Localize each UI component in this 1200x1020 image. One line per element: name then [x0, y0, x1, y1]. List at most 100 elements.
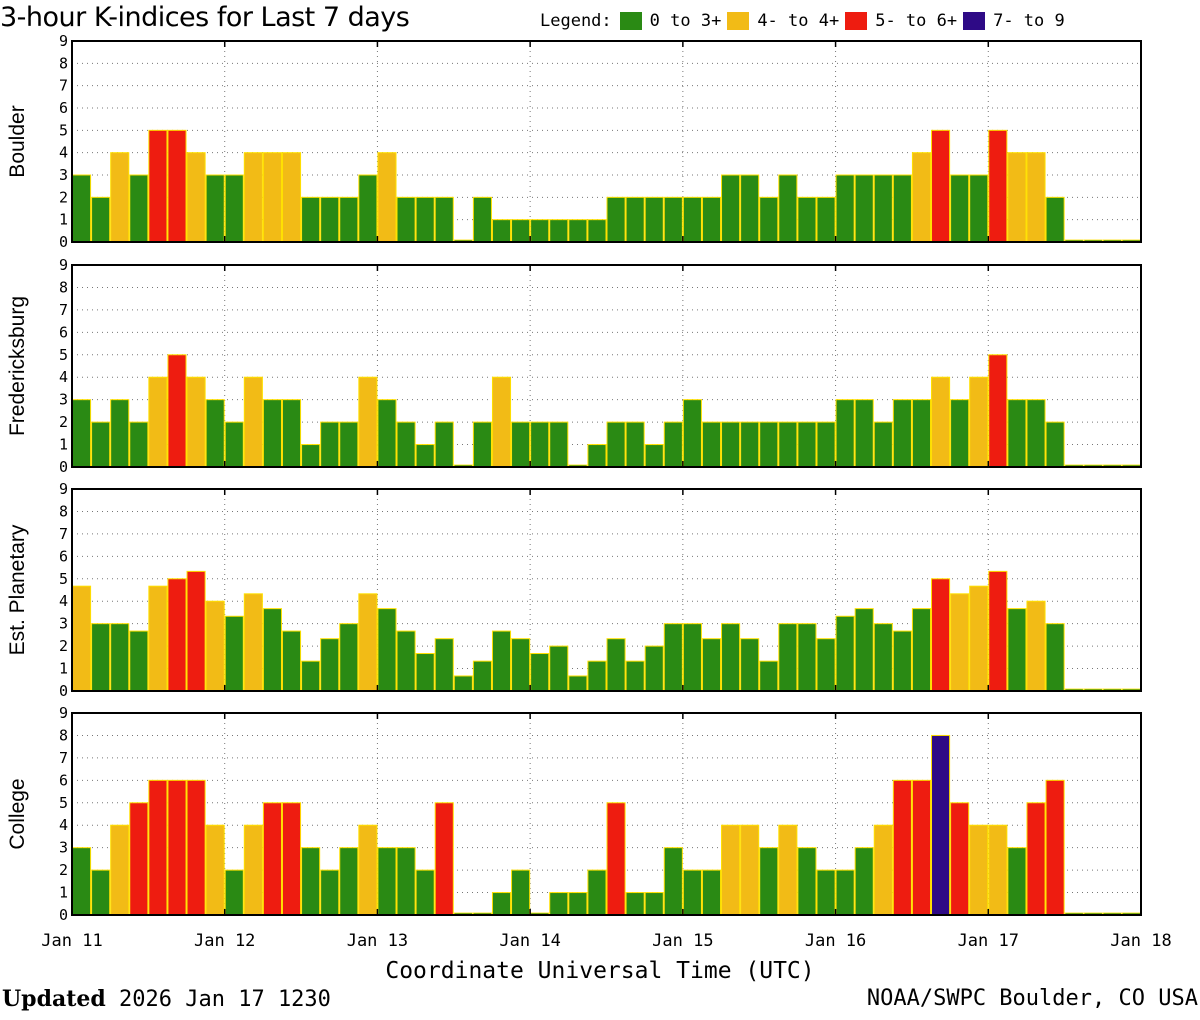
bar: [72, 174, 92, 243]
bar: [988, 824, 1008, 916]
bar: [892, 779, 912, 916]
updated-label: Updated: [2, 986, 106, 1012]
bar: [740, 824, 760, 916]
bar: [320, 421, 340, 468]
bar: [434, 196, 454, 243]
bar: [339, 623, 359, 692]
bar: [186, 376, 206, 468]
bar: [988, 129, 1008, 243]
legend-label: Legend:: [540, 11, 612, 31]
bar: [892, 630, 912, 692]
legend-text-severe: 7- to 9: [993, 11, 1065, 31]
bar: [587, 869, 607, 916]
bar: [911, 152, 932, 243]
y-tick-label: 9: [59, 256, 68, 274]
bar: [511, 421, 531, 468]
bar: [606, 638, 626, 692]
bar: [453, 675, 473, 692]
bar: [262, 802, 282, 916]
bar: [186, 570, 206, 692]
y-tick-label: 6: [59, 323, 68, 341]
bar: [243, 376, 263, 468]
bar: [224, 615, 244, 692]
bar: [625, 892, 645, 916]
bar: [969, 174, 989, 243]
bar: [110, 152, 130, 243]
bar: [301, 847, 321, 916]
bar: [320, 196, 340, 243]
bar: [396, 847, 416, 916]
bar: [148, 376, 168, 468]
bar: [320, 869, 340, 916]
bar: [587, 219, 607, 243]
bar: [721, 174, 741, 243]
bar: [644, 645, 664, 692]
x-axis-title: Coordinate Universal Time (UTC): [385, 958, 814, 984]
bar: [358, 376, 378, 468]
bar: [491, 630, 512, 692]
x-tick-label: Jan 15: [652, 931, 713, 951]
bar: [873, 174, 893, 243]
bar: [415, 869, 435, 916]
bar: [988, 570, 1008, 692]
bar: [816, 421, 836, 468]
bar: [931, 376, 951, 468]
legend-swatch-quiet: [619, 12, 642, 30]
bar: [320, 638, 340, 692]
legend-text-storm: 5- to 6+: [875, 11, 958, 31]
x-tick-label: Jan 17: [958, 931, 1019, 951]
y-tick-label: 5: [59, 121, 68, 139]
bar: [358, 174, 378, 243]
legend-swatch-storm: [845, 12, 868, 30]
bar: [835, 869, 855, 916]
bar: [606, 802, 626, 916]
bar: [72, 399, 92, 468]
bar: [167, 779, 187, 916]
panel-label-college: College: [6, 778, 29, 849]
bar: [950, 399, 970, 468]
bar: [625, 196, 645, 243]
bar: [969, 376, 989, 468]
bar: [530, 219, 550, 243]
y-tick-label: 5: [59, 794, 68, 812]
y-tick-label: 0: [59, 682, 68, 700]
y-tick-label: 4: [59, 816, 68, 834]
bar: [472, 421, 492, 468]
bar: [110, 824, 130, 916]
legend-swatch-active: [727, 12, 750, 30]
y-tick-label: 6: [59, 99, 68, 117]
bar: [205, 600, 225, 692]
bar: [1026, 802, 1046, 916]
bar: [568, 675, 588, 692]
updated-value: 2026 Jan 17 1230: [119, 987, 331, 1012]
legend-item-storm: 5- to 6+: [845, 11, 957, 31]
bar: [644, 892, 664, 916]
legend: Legend: 0 to 3+ 4- to 4+ 5- to 6+ 7- to …: [540, 10, 1071, 32]
bar: [358, 593, 378, 692]
bar: [701, 196, 722, 243]
bar: [186, 152, 206, 243]
bar: [1007, 399, 1027, 468]
bar: [759, 196, 779, 243]
bar: [110, 399, 130, 468]
x-tick-label: Jan 14: [499, 931, 560, 951]
bar: [969, 824, 989, 916]
bar: [854, 847, 874, 916]
bar: [110, 623, 130, 692]
bar: [606, 421, 626, 468]
legend-text-quiet: 0 to 3+: [649, 11, 722, 31]
y-tick-label: 7: [59, 749, 68, 767]
bar: [377, 152, 397, 243]
y-tick-label: 6: [59, 547, 68, 565]
y-tick-label: 0: [59, 233, 68, 251]
bar: [740, 638, 760, 692]
bar: [1045, 623, 1065, 692]
bar: [415, 196, 435, 243]
y-tick-label: 5: [59, 570, 68, 588]
bar: [377, 847, 397, 916]
bar: [950, 174, 970, 243]
bar: [129, 174, 149, 243]
bar: [663, 623, 683, 692]
bar: [778, 174, 798, 243]
